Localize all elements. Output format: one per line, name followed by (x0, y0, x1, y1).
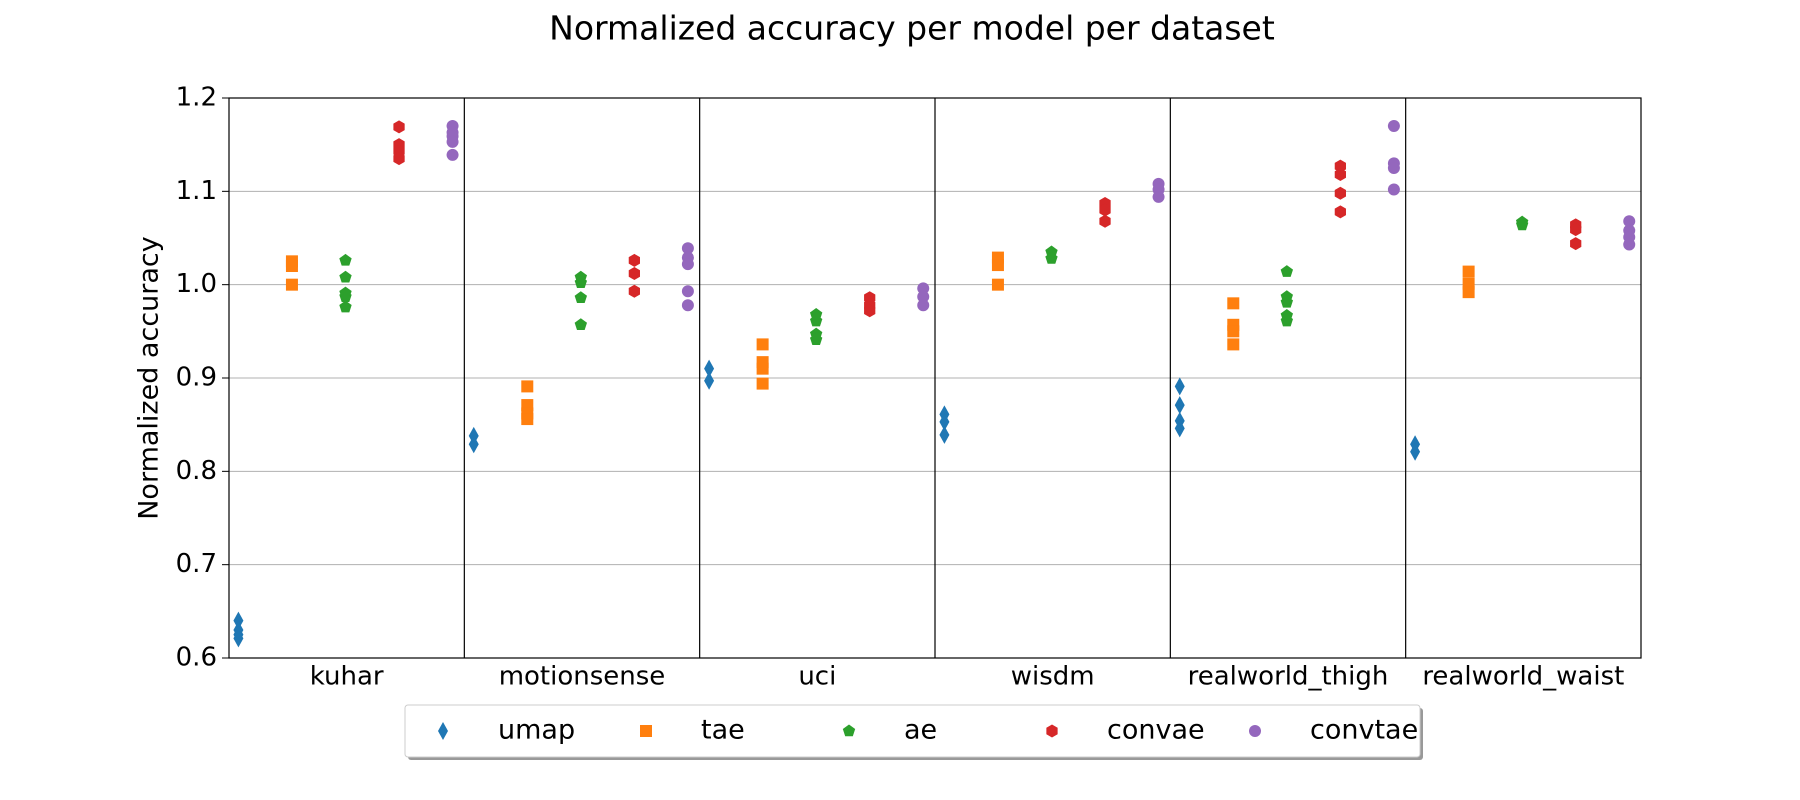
data-point (704, 359, 715, 378)
data-point (1334, 168, 1346, 182)
data-point (704, 371, 715, 390)
data-point (628, 284, 640, 298)
y-tick-label: 0.6 (176, 643, 217, 673)
data-point (1227, 297, 1240, 310)
data-point (1174, 419, 1185, 438)
x-tick-label: wisdm (1011, 662, 1095, 692)
data-point (574, 291, 588, 303)
legend-marker (1249, 725, 1261, 737)
y-axis-label: Normalized accuracy (134, 236, 165, 520)
data-point (756, 362, 769, 375)
legend-marker (842, 724, 856, 737)
data-point (681, 258, 694, 271)
y-tick-label: 1.1 (176, 176, 217, 206)
data-point (1387, 162, 1400, 174)
y-tick-label: 1.2 (176, 83, 217, 113)
legend-marker (1046, 724, 1058, 738)
data-point (339, 253, 352, 266)
data-point (1174, 396, 1185, 415)
data-point (1174, 377, 1185, 396)
data-point (939, 412, 950, 431)
data-point (574, 276, 588, 289)
data-point (681, 299, 694, 312)
data-point (393, 152, 405, 166)
data-point (1387, 120, 1400, 132)
data-point (1515, 218, 1529, 231)
data-point (1152, 190, 1165, 203)
data-point (339, 290, 352, 303)
data-point (1280, 265, 1294, 277)
data-point (991, 259, 1004, 272)
plot-frame (228, 97, 1642, 659)
data-point (1623, 215, 1636, 228)
x-tick-label: realworld_waist (1422, 662, 1624, 692)
legend-label: tae (701, 715, 745, 746)
y-tick-label: 1.0 (176, 269, 217, 299)
data-point (1570, 223, 1582, 237)
data-point (1099, 214, 1111, 228)
data-point (1280, 295, 1294, 308)
data-point (446, 148, 459, 161)
data-point (917, 299, 930, 312)
data-point (756, 338, 769, 351)
legend-marker (438, 722, 448, 740)
data-point (339, 300, 352, 313)
legend-marker (640, 725, 652, 737)
chart-title: Normalized accuracy per model per datase… (549, 9, 1275, 48)
data-point (917, 282, 930, 295)
data-point (1099, 203, 1111, 217)
y-tick-label: 0.7 (176, 549, 217, 579)
data-point (468, 435, 479, 454)
data-point (1334, 186, 1346, 200)
data-point (681, 242, 694, 255)
data-point (939, 425, 950, 444)
data-point (809, 333, 823, 345)
data-point (1462, 286, 1475, 299)
legend-label: convtae (1310, 715, 1418, 746)
x-tick-label: motionsense (499, 662, 666, 692)
data-point (681, 285, 694, 298)
data-point (1227, 338, 1240, 351)
data-point (285, 260, 298, 272)
data-point (521, 413, 534, 426)
data-point (1623, 238, 1636, 251)
data-point (1387, 183, 1400, 196)
data-point (628, 266, 640, 280)
data-point (756, 377, 769, 390)
legend-label: ae (904, 715, 937, 746)
legend: umap tae ae convae convtae (404, 704, 1423, 760)
data-point (393, 120, 405, 134)
data-point (864, 304, 876, 318)
data-point (1280, 314, 1294, 327)
x-tick-label: kuhar (310, 662, 384, 692)
data-point (809, 314, 823, 327)
data-point (1334, 205, 1346, 219)
data-point (233, 629, 244, 648)
data-point (1570, 237, 1582, 251)
data-point (1410, 442, 1421, 461)
data-point (574, 318, 588, 331)
x-tick-label: realworld_thigh (1188, 662, 1389, 692)
data-point (991, 278, 1004, 291)
data-point (521, 380, 534, 393)
legend-label: convae (1107, 715, 1205, 746)
legend-label: umap (498, 715, 575, 746)
data-point (628, 253, 640, 267)
data-point (285, 278, 298, 291)
data-point (233, 611, 244, 630)
data-point (1334, 159, 1346, 173)
data-point (917, 290, 930, 303)
data-point (1045, 252, 1058, 264)
data-point (1227, 325, 1240, 338)
data-point (339, 270, 352, 283)
data-point (446, 135, 459, 148)
legend-frame (404, 704, 1421, 758)
x-tick-label: uci (798, 662, 836, 692)
y-tick-label: 0.8 (176, 456, 217, 486)
y-tick-label: 0.9 (176, 363, 217, 393)
data-point (1462, 265, 1475, 278)
